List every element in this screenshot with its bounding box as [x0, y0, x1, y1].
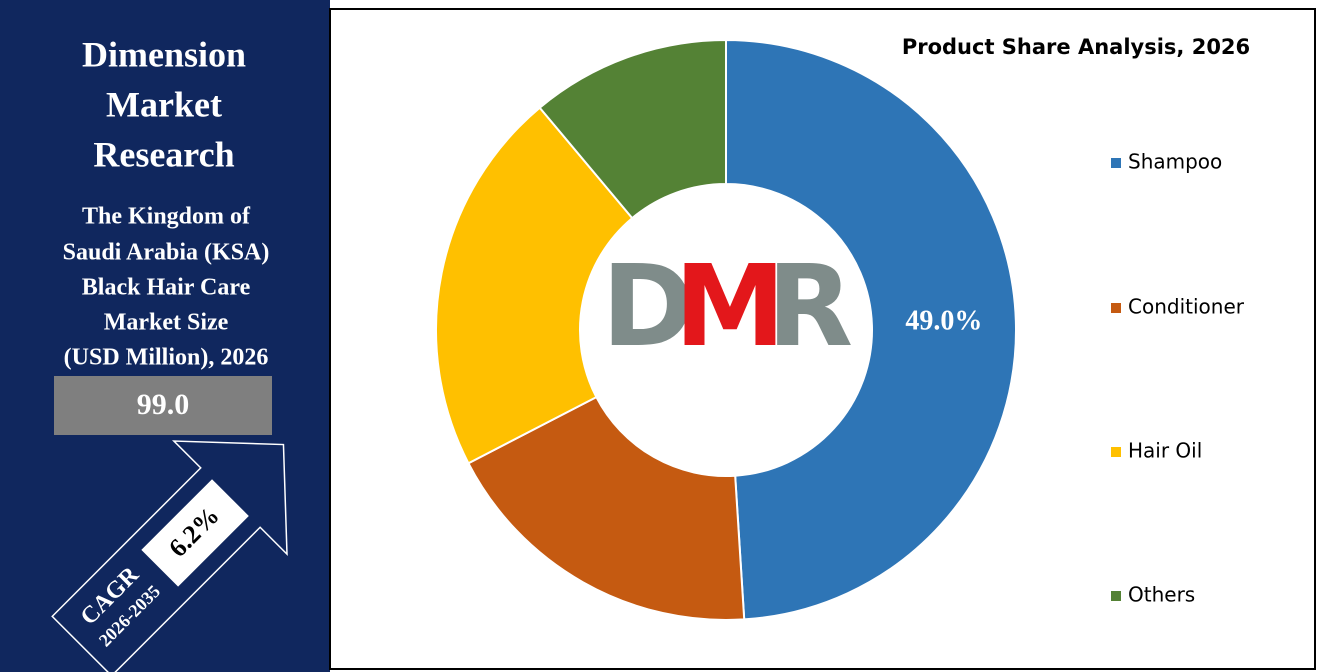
cagr-box [141, 479, 249, 587]
donut-slice [435, 106, 634, 465]
donut-slice [538, 38, 727, 220]
legend-label: Conditioner [1128, 295, 1245, 319]
donut-slice [467, 395, 746, 621]
legend-label: Hair Oil [1128, 439, 1202, 463]
donut-slice [725, 38, 1017, 621]
market-title: Saudi Arabia (KSA) [63, 240, 270, 266]
legend-swatch [1111, 447, 1121, 457]
market-title: The Kingdom of [82, 204, 251, 230]
market-value: 99.0 [137, 388, 190, 421]
value-box [54, 376, 272, 435]
legend-swatch [1111, 303, 1121, 313]
market-title: Market Size [104, 310, 229, 336]
brand-line: Dimension [82, 34, 246, 74]
logo-letter: M [674, 242, 785, 372]
legend-swatch [1111, 158, 1121, 168]
data-label: 49.0% [905, 306, 982, 337]
market-title: Black Hair Care [82, 275, 251, 301]
chart-title: Product Share Analysis, 2026 [902, 35, 1250, 59]
market-title: (USD Million), 2026 [64, 345, 269, 371]
legend-swatch [1111, 591, 1121, 601]
legend-label: Shampoo [1128, 150, 1222, 174]
brand-line: Research [93, 134, 234, 174]
brand-line: Market [106, 84, 222, 124]
logo-letter: D [602, 242, 695, 372]
arrow-outline [51, 440, 288, 672]
legend-label: Others [1128, 583, 1195, 607]
logo-letter: R [767, 242, 853, 372]
